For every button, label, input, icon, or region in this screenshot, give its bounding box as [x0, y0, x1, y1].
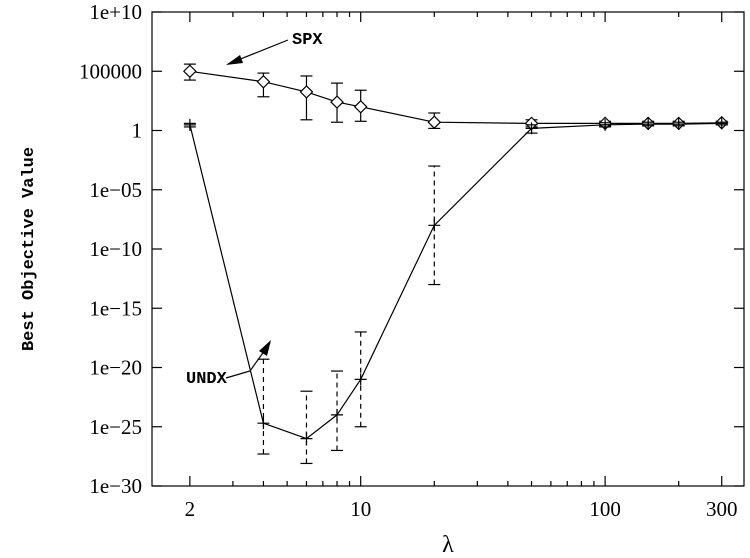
undx-series: [183, 117, 728, 465]
undx-point: [354, 373, 367, 386]
y-tick-label: 1e−10: [89, 237, 142, 261]
spx-point: [427, 115, 442, 130]
spx-point: [183, 64, 197, 79]
x-tick-label: 10: [350, 497, 371, 521]
y-tick-label: 1e−05: [89, 178, 142, 202]
undx-line: [189, 122, 722, 440]
undx-point: [672, 118, 685, 131]
spx-arrowhead: [226, 55, 243, 65]
undx-point: [715, 117, 728, 130]
undx-point: [331, 408, 344, 421]
spx-point: [299, 85, 314, 99]
undx-point: [257, 417, 270, 430]
undx-point: [300, 432, 313, 445]
y-axis-title: Best Objective Value: [20, 147, 39, 351]
x-tick-label: 2: [185, 497, 196, 521]
undx-point: [525, 122, 538, 135]
x-axis-title: λ: [442, 532, 454, 558]
y-tick-label: 1e−15: [89, 296, 142, 320]
series-layer: [183, 63, 729, 465]
y-tick-label: 1e+10: [89, 0, 142, 24]
y-tick-label: 1: [132, 119, 143, 143]
spx-point: [353, 99, 368, 114]
undx-point: [642, 118, 655, 131]
spx-line: [189, 70, 722, 125]
x-tick-label: 300: [706, 497, 738, 521]
undx-point: [428, 219, 441, 232]
undx-annotation-label: UNDX: [186, 370, 228, 389]
spx-series: [183, 63, 729, 131]
plot-frame: [151, 11, 745, 487]
y-tick-label: 1e−20: [89, 356, 142, 380]
x-tick-label: 100: [589, 497, 621, 521]
undx-point: [183, 118, 196, 131]
spx-point: [330, 95, 344, 109]
undx-arrowhead: [259, 340, 271, 356]
axis-ticks: 1e+10 100000 1 1e−05 1e−10 1e−15 1e−20 1e−25 1e−…: [79, 0, 744, 521]
undx-point: [599, 118, 612, 131]
y-tick-label: 1e−25: [89, 415, 142, 439]
y-tick-label: 100000: [79, 59, 142, 83]
spx-annotation-label: SPX: [292, 31, 323, 50]
spx-point: [256, 74, 271, 89]
y-tick-label: 1e−30: [89, 474, 142, 498]
